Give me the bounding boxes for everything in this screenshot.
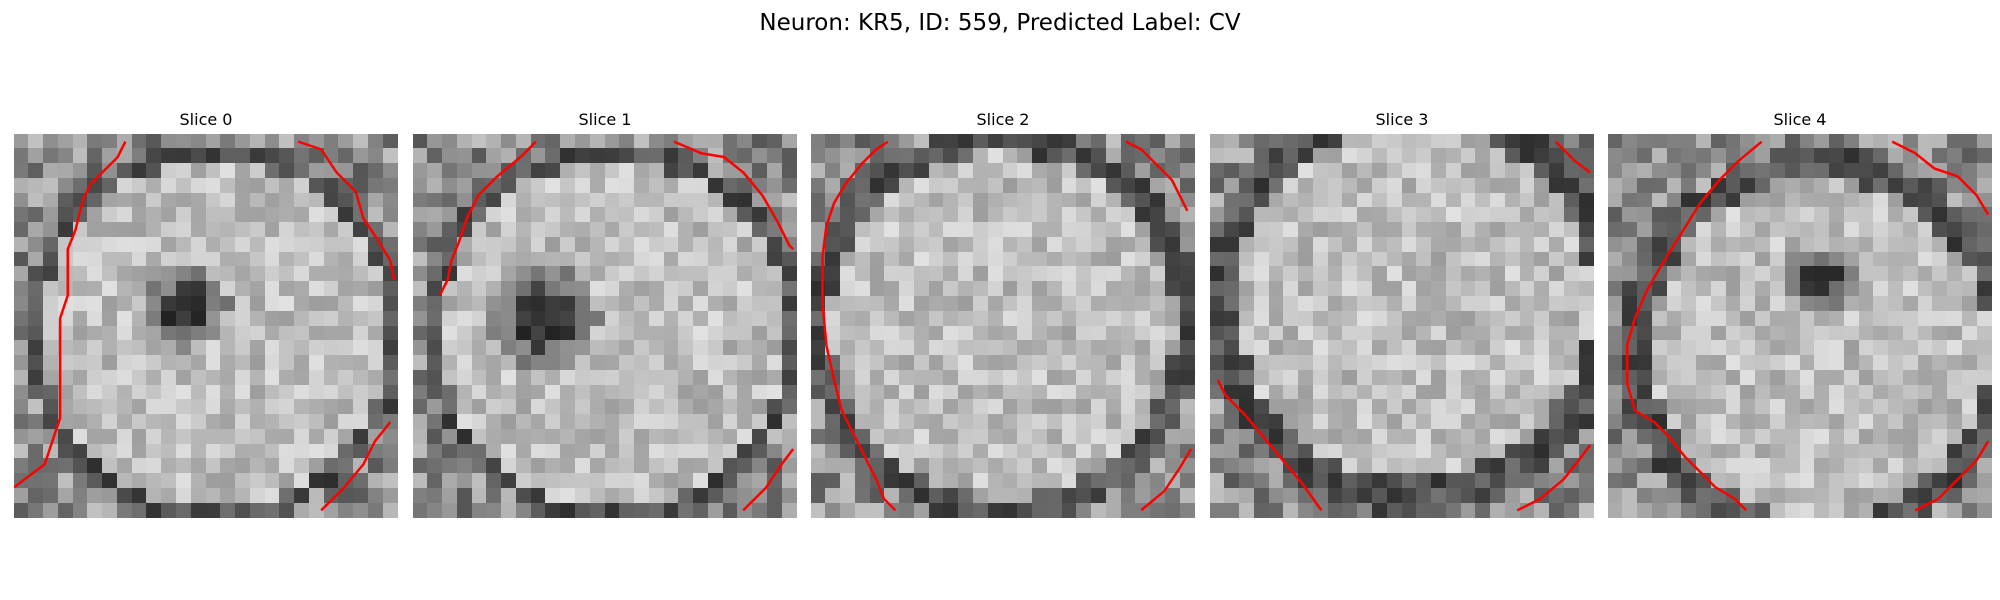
slice-image-2 — [811, 134, 1195, 518]
slice-panel-4: Slice 4 — [1608, 108, 1992, 518]
slice-image-1 — [413, 134, 797, 518]
slice-panel-2: Slice 2 — [811, 108, 1195, 518]
slice-image-0 — [14, 134, 398, 518]
slice-title-1: Slice 1 — [578, 110, 632, 129]
slice-image-3 — [1210, 134, 1594, 518]
slice-panel-0: Slice 0 — [14, 108, 398, 518]
slice-image-4 — [1608, 134, 1992, 518]
slice-title-2: Slice 2 — [976, 110, 1030, 129]
slice-title-3: Slice 3 — [1375, 110, 1429, 129]
slice-title-4: Slice 4 — [1773, 110, 1827, 129]
slice-title-0: Slice 0 — [179, 110, 233, 129]
slice-panel-3: Slice 3 — [1210, 108, 1594, 518]
slice-panel-1: Slice 1 — [413, 108, 797, 518]
figure-title: Neuron: KR5, ID: 559, Predicted Label: C… — [759, 10, 1241, 36]
